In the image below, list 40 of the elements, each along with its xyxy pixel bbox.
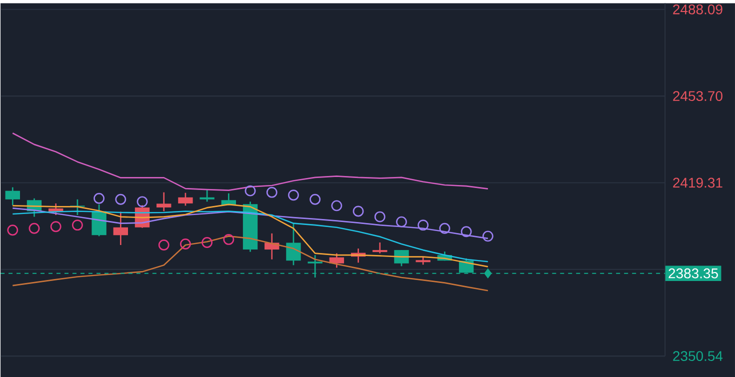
point	[94, 192, 105, 204]
point	[244, 185, 256, 196]
candlestick	[178, 192, 193, 206]
point	[158, 240, 170, 250]
point	[223, 234, 234, 245]
point	[396, 216, 407, 228]
point	[136, 196, 148, 208]
candlestick	[200, 189, 214, 202]
point	[50, 221, 62, 232]
candlestick	[286, 222, 301, 266]
y-tick-label: 2350.54	[673, 351, 723, 361]
point	[331, 200, 342, 212]
point	[288, 190, 299, 201]
point	[202, 237, 213, 248]
point	[439, 222, 450, 234]
candlestick	[92, 204, 106, 237]
line-series	[12, 236, 489, 292]
point	[484, 268, 492, 278]
point	[72, 220, 83, 231]
candlestick	[372, 242, 388, 254]
point	[7, 224, 18, 236]
point	[482, 230, 494, 242]
y-tick-label: 2453.70	[673, 91, 722, 101]
point	[180, 238, 191, 250]
candlestick	[113, 211, 128, 246]
point	[115, 194, 126, 205]
candlestick	[5, 186, 20, 206]
candlestick	[394, 249, 409, 267]
point	[460, 226, 472, 238]
y-tick-label: 2488.09	[673, 4, 722, 14]
point	[310, 194, 321, 205]
point	[418, 220, 429, 231]
point	[352, 206, 364, 217]
candlestick	[329, 252, 344, 268]
point	[374, 211, 386, 222]
point	[28, 222, 40, 234]
point	[266, 186, 278, 198]
candlestick	[156, 192, 172, 212]
ref-line-label: 2383.35	[668, 268, 718, 278]
y-tick-label: 2419.31	[673, 178, 722, 188]
